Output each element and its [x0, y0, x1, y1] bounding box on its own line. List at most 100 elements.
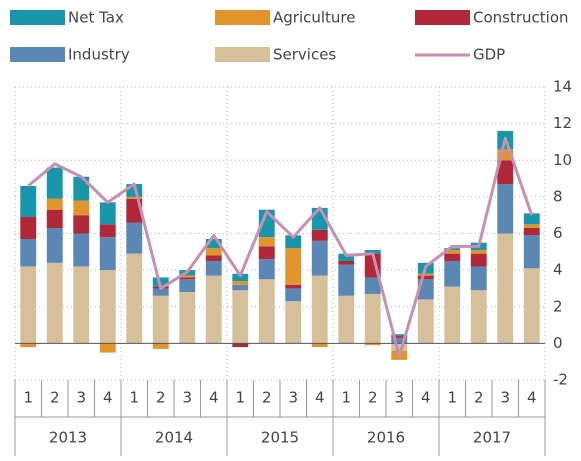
legend-swatch: [10, 47, 65, 62]
bar-segment: [470, 290, 487, 344]
bar-segment: [444, 249, 461, 254]
x-tick-label: 3: [394, 389, 404, 407]
bar-segment: [444, 253, 461, 261]
group-label: 2017: [473, 429, 511, 447]
bar-segment: [258, 237, 275, 247]
x-tick-label: 3: [76, 389, 86, 407]
bar-segment: [205, 255, 222, 261]
bar-segment: [179, 292, 196, 344]
legend-swatch: [10, 10, 65, 25]
bar-segment: [73, 215, 90, 234]
y-tick-label: 2: [553, 297, 563, 315]
bar-segment: [364, 249, 381, 254]
bar-segment: [391, 337, 408, 344]
bar-segment: [20, 343, 37, 348]
bar-segment: [258, 259, 275, 280]
x-tick-label: 2: [156, 389, 166, 407]
y-tick-label: 0: [553, 334, 563, 352]
x-tick-label: 4: [421, 389, 431, 407]
bar-segment: [523, 268, 540, 344]
bar-segment: [523, 228, 540, 236]
x-tick-label: 3: [182, 389, 192, 407]
bar-segment: [46, 198, 63, 210]
legend-label: GDP: [473, 46, 505, 64]
bar-segment: [497, 233, 514, 344]
x-tick-label: 2: [262, 389, 272, 407]
bar-segment: [152, 277, 169, 287]
bar-segment: [46, 262, 63, 344]
legend-label: Net Tax: [68, 9, 124, 27]
bar-segment: [232, 273, 249, 282]
bar-segment: [338, 253, 355, 261]
bar-segment: [73, 200, 90, 216]
y-tick-label: 12: [553, 114, 572, 132]
bar-segment: [46, 228, 63, 263]
bar-segment: [523, 224, 540, 229]
bar-segment: [126, 253, 143, 344]
x-tick-label: 2: [50, 389, 60, 407]
bar-segment: [311, 240, 328, 276]
bar-segment: [338, 295, 355, 344]
bar-segment: [152, 288, 169, 296]
x-tick-label: 1: [341, 389, 351, 407]
bar-segment: [205, 248, 222, 256]
bar-segment: [179, 277, 196, 280]
bar-segment: [179, 279, 196, 293]
bar-segment: [523, 213, 540, 225]
bar-segment: [20, 185, 37, 218]
bar-segment: [285, 284, 302, 289]
x-tick-label: 3: [500, 389, 510, 407]
bar-segment: [73, 233, 90, 267]
bar-segment: [444, 260, 461, 287]
x-tick-label: 3: [288, 389, 298, 407]
bar-segment: [152, 295, 169, 344]
bar-segment: [232, 290, 249, 344]
bar-segment: [470, 266, 487, 291]
bar-segment: [232, 284, 249, 291]
bar-segment: [20, 217, 37, 239]
group-label: 2015: [261, 429, 299, 447]
bar-segment: [73, 176, 90, 201]
bar-segment: [126, 222, 143, 254]
bar-segment: [391, 343, 408, 351]
bar-segment: [364, 343, 381, 346]
bar-segment: [364, 293, 381, 344]
bar-segment: [205, 275, 222, 344]
bar-segment: [444, 286, 461, 344]
legend-swatch: [415, 10, 470, 25]
bar-segment: [99, 202, 116, 225]
x-tick-label: 4: [209, 389, 219, 407]
bar-segment: [205, 238, 222, 249]
bar-segment: [152, 343, 169, 349]
bar-segment: [126, 196, 143, 199]
bar-segment: [73, 266, 90, 344]
bar-segment: [391, 334, 408, 337]
bar-segment: [338, 264, 355, 296]
bar-segment: [391, 336, 408, 338]
bar-segment: [20, 266, 37, 344]
x-tick-label: 1: [447, 389, 457, 407]
x-tick-label: 1: [23, 389, 33, 407]
bar-segment: [20, 238, 37, 267]
y-tick-label: 8: [553, 187, 563, 205]
bar-segment: [258, 279, 275, 344]
legend-label: Services: [273, 46, 336, 64]
bar-segment: [444, 248, 461, 250]
y-tick-label: 6: [553, 224, 563, 242]
group-label: 2013: [49, 429, 87, 447]
y-tick-label: 14: [553, 78, 572, 96]
bar-segment: [338, 260, 355, 265]
bar-segment: [99, 237, 116, 271]
legend-swatch: [215, 10, 270, 25]
bar-segment: [232, 281, 249, 285]
bar-segment: [364, 277, 381, 294]
bar-segment: [285, 288, 302, 302]
bar-segment: [46, 209, 63, 229]
group-label: 2014: [155, 429, 193, 447]
bar-segment: [470, 249, 487, 254]
bar-segment: [497, 160, 514, 185]
x-tick-label: 4: [103, 389, 113, 407]
y-tick-label: 10: [553, 151, 572, 169]
bar-segment: [285, 235, 302, 249]
bar-segment: [99, 270, 116, 344]
